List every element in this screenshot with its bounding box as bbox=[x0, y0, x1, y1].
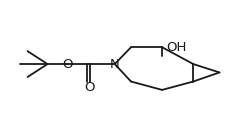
Text: OH: OH bbox=[166, 41, 186, 54]
Text: N: N bbox=[110, 58, 120, 71]
Text: O: O bbox=[85, 81, 95, 95]
Text: O: O bbox=[62, 58, 73, 71]
